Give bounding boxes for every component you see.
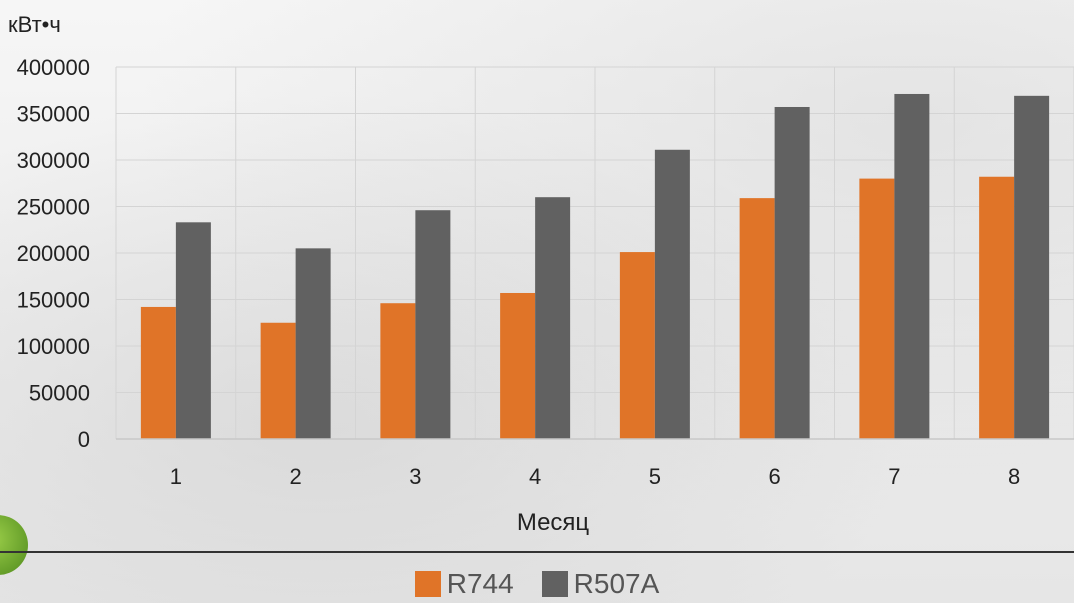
- y-tick-label: 50000: [29, 381, 90, 406]
- bar-r744-8: [979, 176, 1015, 440]
- legend-label-r507a: R507A: [573, 568, 660, 599]
- y-tick-label: 250000: [17, 195, 90, 220]
- x-tick-label: 6: [769, 464, 781, 489]
- bar-r507a-6: [774, 106, 810, 440]
- legend-swatch-r507a: [541, 571, 568, 597]
- y-tick-label: 0: [78, 427, 90, 452]
- bar-r744-1: [140, 306, 176, 439]
- bar-r744-7: [859, 178, 895, 439]
- bar-r507a-7: [894, 93, 930, 439]
- legend: R744 R507A: [0, 570, 1074, 598]
- x-tick-label: 1: [170, 464, 182, 489]
- x-tick-label: 5: [649, 464, 661, 489]
- bar-r744-3: [380, 303, 416, 439]
- x-tick-label: 8: [1008, 464, 1020, 489]
- bar-r507a-3: [415, 210, 451, 439]
- bar-r507a-1: [175, 222, 211, 439]
- legend-item-r744: R744: [414, 568, 514, 599]
- bar-r744-6: [739, 198, 775, 439]
- y-tick-label: 100000: [17, 334, 90, 359]
- bar-r507a-8: [1014, 95, 1050, 439]
- legend-swatch-r744: [414, 571, 441, 597]
- y-tick-label: 200000: [17, 241, 90, 266]
- y-tick-label: 400000: [17, 55, 90, 80]
- y-tick-label: 350000: [17, 102, 90, 127]
- bar-r744-5: [619, 252, 655, 439]
- legend-divider: [0, 551, 1074, 553]
- x-tick-label: 2: [290, 464, 302, 489]
- bar-r507a-4: [535, 197, 571, 439]
- legend-label-r744: R744: [446, 568, 514, 599]
- y-axis-unit-label: кВт•ч: [8, 12, 61, 37]
- bar-r744-4: [500, 292, 536, 439]
- bar-r744-2: [260, 322, 296, 439]
- x-axis-label: Месяц: [517, 509, 590, 536]
- y-tick-label: 300000: [17, 148, 90, 173]
- y-tick-label: 150000: [17, 288, 90, 313]
- x-tick-label: 3: [409, 464, 421, 489]
- x-tick-label: 4: [529, 464, 541, 489]
- bar-r507a-5: [654, 149, 690, 439]
- legend-item-r507a: R507A: [541, 568, 660, 599]
- bar-r507a-2: [295, 248, 331, 439]
- x-tick-label: 7: [888, 464, 900, 489]
